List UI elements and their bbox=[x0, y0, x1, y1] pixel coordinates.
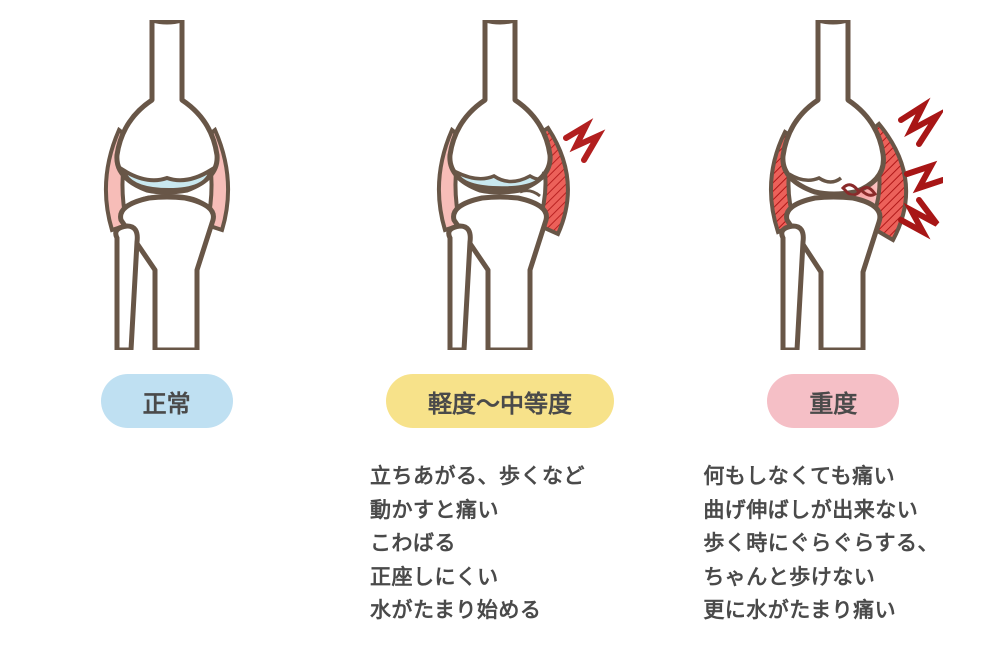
symptom-line: 更に水がたまり痛い bbox=[703, 594, 963, 628]
knee-normal-illustration bbox=[57, 20, 277, 350]
symptom-line: 動かすと痛い bbox=[370, 494, 630, 528]
panel-moderate: 軽度～中等度 立ちあがる、歩くなど 動かすと痛い こわばる 正座しにくい 水がた… bbox=[350, 20, 650, 628]
knee-moderate-illustration bbox=[390, 20, 610, 350]
stage-pill-moderate: 軽度～中等度 bbox=[386, 374, 614, 428]
symptom-line: 正座しにくい bbox=[370, 561, 630, 595]
symptom-line: 歩く時にぐらぐらする、 bbox=[703, 527, 963, 561]
symptoms-moderate: 立ちあがる、歩くなど 動かすと痛い こわばる 正座しにくい 水がたまり始める bbox=[370, 460, 630, 628]
knee-severe-illustration bbox=[723, 20, 943, 350]
symptom-line: こわばる bbox=[370, 527, 630, 561]
stage-pill-normal: 正常 bbox=[101, 374, 233, 428]
symptom-line: 立ちあがる、歩くなど bbox=[370, 460, 630, 494]
panel-normal: 正常 bbox=[17, 20, 317, 628]
symptom-line: 何もしなくても痛い bbox=[703, 460, 963, 494]
symptoms-severe: 何もしなくても痛い 曲げ伸ばしが出来ない 歩く時にぐらぐらする、 ちゃんと歩けな… bbox=[703, 460, 963, 628]
symptom-line: 曲げ伸ばしが出来ない bbox=[703, 494, 963, 528]
panel-severe: 重度 何もしなくても痛い 曲げ伸ばしが出来ない 歩く時にぐらぐらする、 ちゃんと… bbox=[683, 20, 983, 628]
stage-pill-severe: 重度 bbox=[767, 374, 899, 428]
symptom-line: ちゃんと歩けない bbox=[703, 561, 963, 595]
symptom-line: 水がたまり始める bbox=[370, 594, 630, 628]
